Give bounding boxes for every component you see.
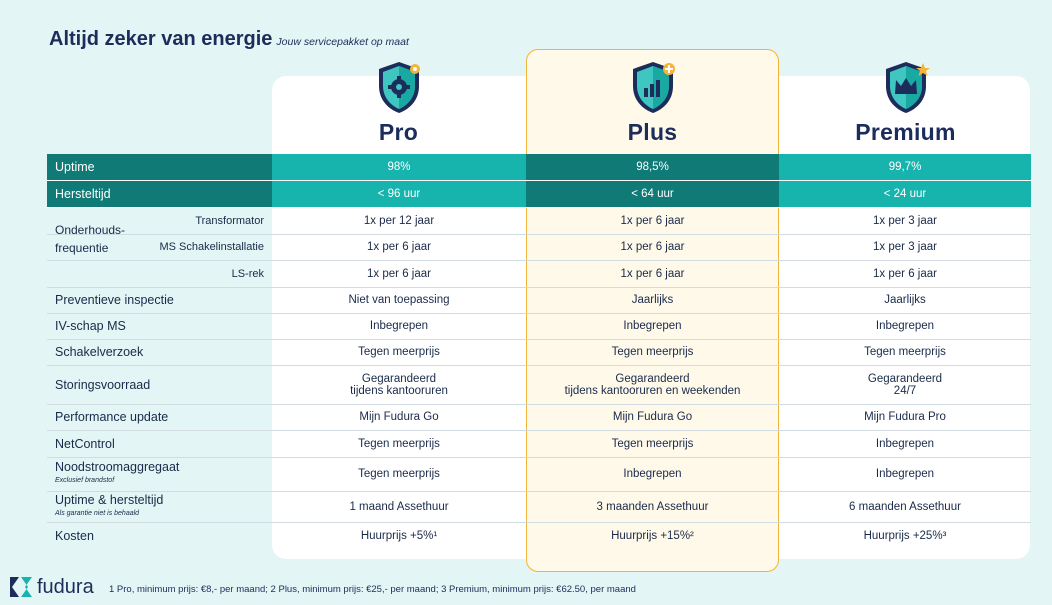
plan-header-premium: Premium	[779, 58, 1032, 154]
cell-plus: 98,5%	[526, 154, 779, 181]
table-row-ivschap: IV-schap MS Inbegrepen Inbegrepen Inbegr…	[47, 313, 1031, 340]
table-row-ms-schakel: MS Schakelinstallatie 1x per 6 jaar 1x p…	[47, 234, 1031, 261]
cell-plus: Tegen meerprijs	[526, 339, 779, 366]
cell-pro: Niet van toepassing	[272, 287, 526, 314]
cell-plus: Huurprijs +15%²	[611, 530, 694, 543]
cell-plus: < 64 uur	[526, 180, 779, 208]
cell-premium: 1x per 6 jaar	[779, 260, 1031, 288]
cell-premium: 1x per 3 jaar	[779, 207, 1031, 235]
table-row-schakelverzoek: Schakelverzoek Tegen meerprijs Tegen mee…	[47, 339, 1031, 366]
row-label: Preventieve inspectie	[47, 287, 272, 314]
cell-premium: 6 maanden Assethuur	[779, 491, 1031, 523]
cell-pro: Inbegrepen	[272, 313, 526, 340]
row-label: Uptime	[47, 154, 272, 181]
fudura-logo: fudura	[8, 575, 94, 599]
cell-pro: 1x per 6 jaar	[272, 260, 526, 288]
cell-pro: Huurprijs +5%¹	[360, 530, 438, 543]
table-row-netcontrol: NetControl Tegen meerprijs Tegen meerpri…	[47, 430, 1031, 458]
row-label-text: Noodstroomaggregaat	[55, 460, 180, 474]
row-label-note: Als garantie niet is behaald	[55, 509, 140, 517]
plan-header-plus: Plus	[526, 58, 779, 154]
row-label: Storingsvoorraad	[47, 365, 272, 405]
cell-premium: 99,7%	[779, 154, 1031, 181]
cell-pro: 1 maand Assethuur	[272, 491, 526, 523]
cell-line: tijdens kantooruren en weekenden	[564, 384, 741, 397]
plan-name-pro: Pro	[378, 119, 419, 145]
cell-plus: Inbegrepen	[526, 313, 779, 340]
page-title: Altijd zeker van energie	[49, 28, 273, 50]
cell-pro: 1x per 6 jaar	[272, 234, 526, 261]
cell-premium: Tegen meerprijs	[779, 339, 1031, 366]
table-row-uptime: Uptime 98% 98,5% 99,7%	[47, 154, 1031, 181]
cell-premium: Inbegrepen	[779, 430, 1031, 458]
cell-pro: Tegen meerprijs	[272, 339, 526, 366]
row-label: IV-schap MS	[47, 313, 272, 340]
cell-premium: Gegarandeerd 24/7	[779, 365, 1031, 405]
page-subtitle: Jouw servicepakket op maat	[276, 36, 409, 48]
table-row-preventieve: Preventieve inspectie Niet van toepassin…	[47, 287, 1031, 314]
row-label-note: Exclusief brandstof	[55, 477, 115, 484]
table-row-performance: Performance update Mijn Fudura Go Mijn F…	[47, 404, 1031, 431]
table-row-storing: Storingsvoorraad Gegarandeerd tijdens ka…	[47, 365, 1031, 405]
row-label: NetControl	[47, 430, 272, 458]
cell-plus: Inbegrepen	[526, 457, 779, 492]
cell-plus: Tegen meerprijs	[526, 430, 779, 458]
cell-line: Gegarandeerd	[867, 372, 943, 385]
table-row-uptime-herstel: Uptime & hersteltijd Als garantie niet i…	[47, 491, 1031, 523]
row-label: Uptime & hersteltijd Als garantie niet i…	[47, 491, 272, 523]
table-row-ls-rek: LS-rek 1x per 6 jaar 1x per 6 jaar 1x pe…	[47, 260, 1031, 288]
cell-plus: Mijn Fudura Go	[526, 404, 779, 431]
cell-plus: Jaarlijks	[526, 287, 779, 314]
row-sublabel: Transformator	[47, 207, 272, 235]
cell-line: Gegarandeerd	[361, 372, 437, 385]
footnote: 1 Pro, minimum prijs: €8,- per maand; 2 …	[109, 584, 636, 595]
row-label: Hersteltijd	[47, 180, 272, 208]
table-row-transformator: Transformator 1x per 12 jaar 1x per 6 ja…	[47, 207, 1031, 235]
cell-premium: Mijn Fudura Pro	[779, 404, 1031, 431]
cell-pro: Mijn Fudura Go	[272, 404, 526, 431]
plan-name-premium: Premium	[855, 119, 956, 145]
cell-pro: 1x per 12 jaar	[272, 207, 526, 235]
row-label: Performance update	[47, 404, 272, 431]
fudura-logo-mark-icon	[10, 577, 32, 597]
cell-pro: Tegen meerprijs	[272, 430, 526, 458]
row-label: Noodstroomaggregaat Exclusief brandstof	[47, 457, 272, 492]
plan-name-plus: Plus	[627, 119, 678, 145]
cell-premium: 1x per 3 jaar	[779, 234, 1031, 261]
row-sublabel: MS Schakelinstallatie	[47, 234, 272, 261]
fudura-wordmark: fudura	[37, 575, 94, 598]
row-label: Kosten	[55, 529, 94, 544]
cell-line: tijdens kantooruren	[350, 384, 448, 397]
cell-pro: 98%	[272, 154, 526, 181]
cell-plus: 1x per 6 jaar	[526, 260, 779, 288]
cell-line: Gegarandeerd	[615, 372, 690, 385]
cell-plus: 3 maanden Assethuur	[526, 491, 779, 523]
comparison-table: Uptime 98% 98,5% 99,7% Hersteltijd < 96 …	[47, 154, 1031, 550]
table-row-kosten: Kosten Huurprijs +5%¹ Huurprijs +15%² Hu…	[47, 522, 1031, 550]
plan-header-pro: Pro	[272, 58, 525, 154]
cell-line: 24/7	[893, 384, 917, 397]
row-label: Schakelverzoek	[47, 339, 272, 366]
cell-plus: 1x per 6 jaar	[526, 207, 779, 235]
cell-premium: Inbegrepen	[779, 457, 1031, 492]
table-row-noodstroom: Noodstroomaggregaat Exclusief brandstof …	[47, 457, 1031, 492]
gear-shield-icon	[378, 62, 420, 113]
cell-pro: Gegarandeerd tijdens kantooruren	[272, 365, 526, 405]
row-label-text: Uptime & hersteltijd	[55, 492, 164, 507]
row-sublabel: LS-rek	[47, 260, 272, 288]
cell-plus: 1x per 6 jaar	[526, 234, 779, 261]
cell-plus: Gegarandeerd tijdens kantooruren en week…	[526, 365, 779, 405]
title-row: Altijd zeker van energie Jouw servicepak…	[49, 28, 409, 51]
cell-premium: Inbegrepen	[779, 313, 1031, 340]
cell-premium: Huurprijs +25%³	[863, 530, 947, 543]
cell-pro: < 96 uur	[272, 180, 526, 208]
table-row-hersteltijd: Hersteltijd < 96 uur < 64 uur < 24 uur	[47, 180, 1031, 208]
cell-pro: Tegen meerprijs	[272, 457, 526, 492]
crown-shield-icon	[885, 62, 930, 113]
cell-premium: < 24 uur	[779, 180, 1031, 208]
cell-premium: Jaarlijks	[779, 287, 1031, 314]
chart-shield-icon	[632, 62, 675, 113]
